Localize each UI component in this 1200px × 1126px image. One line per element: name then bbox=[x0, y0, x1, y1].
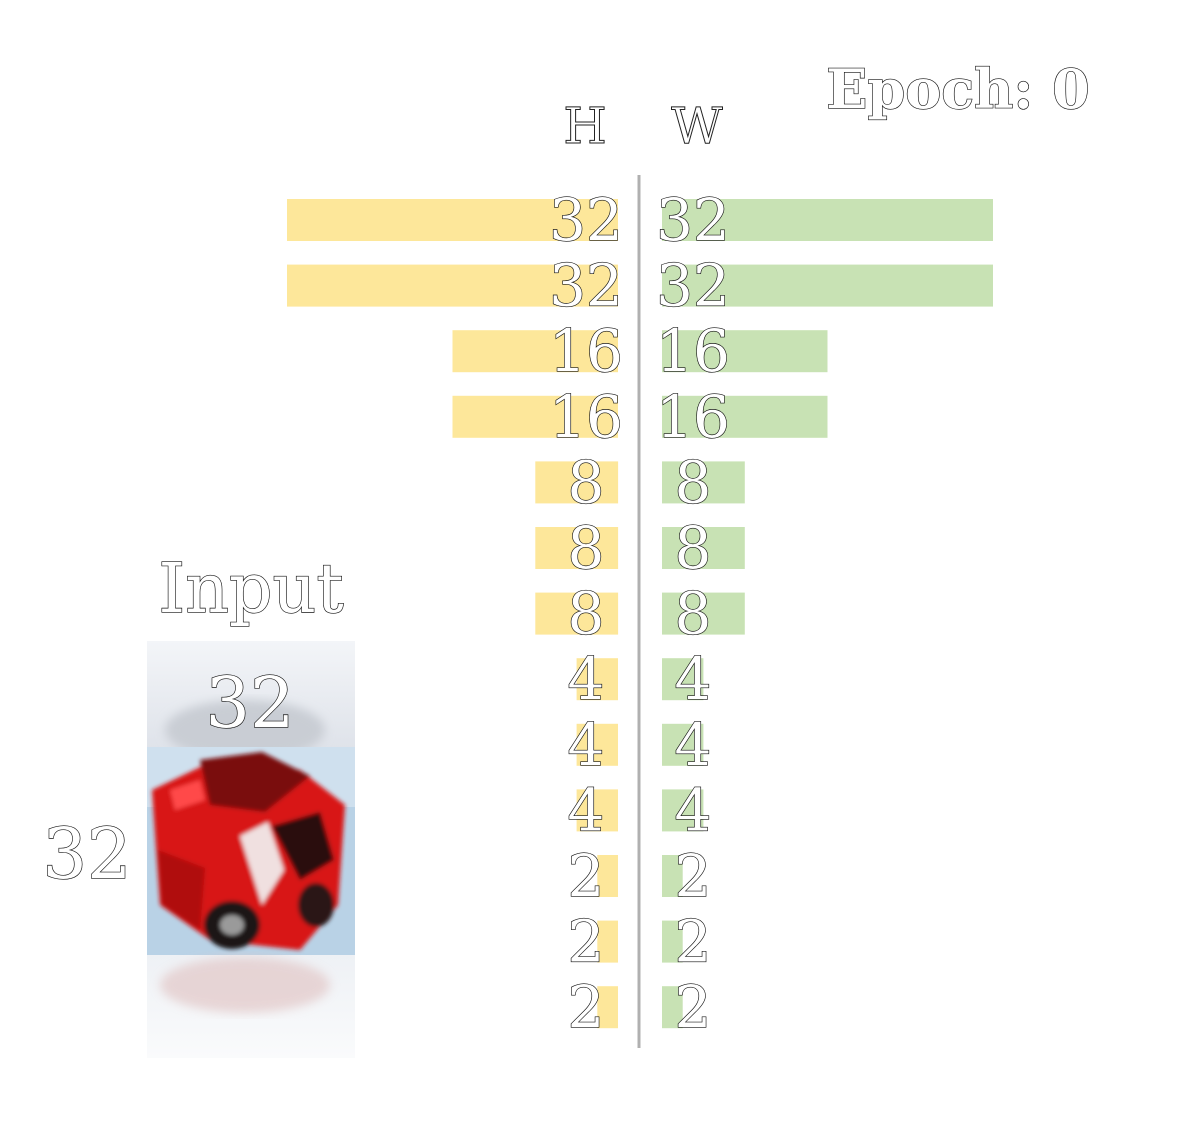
bar-h-10 bbox=[597, 855, 618, 897]
bar-h-3 bbox=[452, 395, 618, 438]
bar-w-label-7: 4 bbox=[675, 645, 712, 713]
bar-h-2 bbox=[452, 330, 618, 373]
bar-w-12 bbox=[662, 986, 683, 1029]
bar-h-11 bbox=[597, 920, 618, 963]
bar-w-label-1: 32 bbox=[656, 252, 730, 320]
bar-w-1 bbox=[662, 264, 993, 307]
bar-h-12 bbox=[597, 986, 618, 1029]
bar-w-8 bbox=[662, 723, 704, 766]
bar-h-label-4: 8 bbox=[568, 448, 605, 516]
input-height-label: 32 bbox=[42, 813, 131, 895]
input-title: Input bbox=[158, 550, 343, 629]
bar-h-7 bbox=[576, 658, 618, 701]
bar-w-6 bbox=[662, 592, 745, 635]
bar-h-label-9: 4 bbox=[568, 776, 605, 844]
bar-w-label-10: 2 bbox=[675, 842, 712, 910]
bar-w-label-4: 8 bbox=[675, 448, 712, 516]
bar-h-label-12: 2 bbox=[568, 973, 605, 1041]
bar-h-1 bbox=[287, 264, 618, 307]
bar-h-5 bbox=[535, 527, 619, 569]
bar-w-2 bbox=[662, 330, 828, 373]
bar-w-label-0: 32 bbox=[656, 186, 730, 254]
bar-w-label-9: 4 bbox=[675, 776, 712, 844]
bar-w-label-11: 2 bbox=[675, 908, 712, 976]
epoch-label: Epoch: 0 bbox=[826, 57, 1089, 121]
input-panel: Input 32 32 bbox=[42, 549, 355, 1058]
bar-w-7 bbox=[662, 658, 704, 701]
bar-w-9 bbox=[662, 789, 704, 832]
series-label-h: H bbox=[563, 97, 607, 155]
bar-h-label-1: 32 bbox=[549, 252, 623, 320]
bar-h-4 bbox=[535, 461, 619, 504]
bar-h-9 bbox=[576, 789, 618, 832]
input-width-label: 32 bbox=[205, 662, 294, 744]
bar-w-4 bbox=[662, 461, 745, 504]
bar-h-label-10: 2 bbox=[568, 842, 605, 910]
bar-w-0 bbox=[662, 199, 993, 241]
bar-h-label-11: 2 bbox=[568, 908, 605, 976]
bar-w-5 bbox=[662, 527, 745, 569]
bar-w-label-2: 16 bbox=[656, 317, 730, 385]
bar-h-label-7: 4 bbox=[568, 645, 605, 713]
bar-h-0 bbox=[287, 199, 618, 241]
bar-w-label-12: 2 bbox=[675, 973, 712, 1041]
bar-w-3 bbox=[662, 395, 828, 438]
bar-w-11 bbox=[662, 920, 683, 963]
bar-w-label-3: 16 bbox=[656, 383, 730, 451]
bar-h-8 bbox=[576, 723, 618, 766]
bar-h-label-2: 16 bbox=[549, 317, 623, 385]
bar-h-label-3: 16 bbox=[549, 383, 623, 451]
bar-h-label-6: 8 bbox=[568, 580, 605, 648]
bar-h-6 bbox=[535, 592, 619, 635]
bar-h-label-0: 32 bbox=[549, 186, 623, 254]
bar-w-10 bbox=[662, 855, 683, 897]
bar-h-label-8: 4 bbox=[568, 711, 605, 779]
series-label-w: W bbox=[671, 97, 723, 155]
bar-w-label-6: 8 bbox=[675, 580, 712, 648]
input-image bbox=[147, 641, 355, 1058]
bar-h-label-5: 8 bbox=[568, 514, 605, 582]
bar-w-label-5: 8 bbox=[675, 514, 712, 582]
bar-w-label-8: 4 bbox=[675, 711, 712, 779]
